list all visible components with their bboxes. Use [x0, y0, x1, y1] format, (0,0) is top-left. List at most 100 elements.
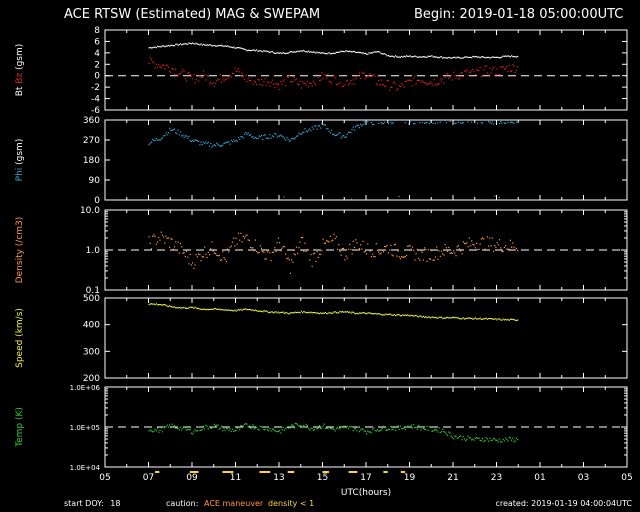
mag-bt-point: [202, 43, 205, 45]
mag-bt-point: [287, 52, 289, 54]
speed-speed-point: [165, 304, 167, 306]
density-density-point: [437, 258, 439, 260]
phi-phi-point: [258, 135, 260, 137]
speed-speed-point: [373, 313, 375, 315]
xtick-label: 09: [186, 473, 198, 483]
speed-speed-point: [488, 318, 490, 320]
density-ytick-label: 1.0: [86, 246, 101, 256]
temp-temp-point: [244, 423, 246, 425]
phi-phi-point: [186, 135, 188, 137]
temp-temp-point: [294, 422, 296, 425]
mag-bz-point: [310, 82, 312, 85]
temp-temp-point: [199, 429, 201, 432]
temp-temp-point: [177, 427, 179, 430]
phi-phi-point: [291, 138, 293, 140]
density-density-point: [315, 260, 317, 263]
mag-bz-point: [245, 74, 247, 77]
mag-bz-point: [300, 87, 302, 89]
phi-phi-point: [194, 139, 196, 141]
phi-phi-point: [224, 142, 226, 144]
temp-temp-point: [161, 431, 163, 433]
phi-phi-point: [335, 134, 337, 136]
density-density-point: [355, 239, 357, 241]
speed-speed-point: [179, 307, 182, 309]
phi-phi-point: [213, 144, 215, 146]
speed-speed-point: [455, 316, 457, 318]
temp-temp-point: [503, 440, 505, 442]
density-density-point: [171, 238, 173, 241]
speed-speed-point: [425, 316, 427, 318]
mag-bz-point: [450, 75, 452, 77]
density-density-point: [500, 247, 502, 249]
speed-speed-point: [327, 313, 329, 315]
mag-bz-point: [357, 75, 359, 77]
speed-speed-point: [374, 312, 376, 315]
speed-speed-point: [413, 315, 415, 317]
density-density-point: [158, 236, 160, 239]
phi-phi-point: [340, 137, 342, 139]
temp-temp-point: [363, 430, 365, 432]
phi-phi-point: [346, 133, 348, 135]
speed-speed-point: [204, 308, 206, 310]
speed-speed-point: [332, 312, 334, 314]
speed-speed-point: [367, 312, 369, 314]
temp-temp-point: [225, 427, 227, 429]
temp-temp-point: [440, 430, 443, 433]
mag-bt-point: [444, 57, 446, 59]
mag-bz-point: [251, 76, 253, 78]
speed-speed-point: [317, 312, 319, 314]
density-density-point: [193, 267, 195, 269]
mag-bt-point: [461, 57, 463, 59]
speed-speed-point: [416, 315, 418, 317]
speed-speed-point: [149, 303, 151, 305]
mag-bz-point: [189, 74, 191, 76]
speed-speed-point: [303, 311, 305, 313]
speed-speed-point: [350, 312, 352, 314]
mag-bt-point: [395, 55, 397, 57]
mag-ylabel: Bt Bz (gsm): [15, 44, 25, 97]
mag-bz-point: [252, 83, 254, 86]
speed-speed-point: [433, 317, 435, 319]
mag-bz-point: [271, 79, 273, 81]
temp-temp-point: [390, 426, 392, 428]
density-density-point: [360, 244, 362, 246]
speed-speed-point: [345, 311, 347, 313]
speed-speed-point: [484, 318, 486, 320]
density-density-point: [364, 250, 366, 252]
mag-bt-point: [163, 45, 165, 47]
speed-speed-point: [465, 318, 467, 320]
speed-speed-point: [376, 313, 379, 315]
mag-bt-point: [500, 57, 502, 59]
temp-temp-point: [312, 429, 314, 432]
speed-speed-point: [219, 309, 221, 311]
speed-speed-point: [331, 312, 333, 314]
density-density-point: [468, 237, 470, 239]
speed-speed-point: [228, 309, 230, 311]
phi-phi-point: [361, 125, 363, 127]
phi-phi-point: [303, 131, 305, 133]
mag-bt-point: [194, 43, 196, 45]
mag-bz-point: [188, 71, 190, 74]
mag-bt-point: [433, 56, 435, 58]
temp-temp-point: [489, 437, 491, 439]
mag-bz-point: [173, 73, 176, 75]
temp-temp-point: [462, 436, 464, 438]
density-density-point: [335, 236, 337, 238]
speed-speed-point: [193, 307, 195, 309]
density-density-point: [236, 243, 238, 245]
temp-temp-point: [358, 431, 360, 433]
speed-speed-point: [460, 318, 462, 320]
speed-speed-point: [253, 310, 255, 312]
mag-bt-point: [498, 57, 501, 59]
mag-bt-point: [512, 55, 514, 58]
mag-bz-point: [280, 80, 282, 83]
speed-speed-point: [291, 312, 293, 314]
temp-temp-point: [329, 427, 331, 429]
phi-phi-point: [491, 121, 493, 123]
mag-bt-point: [469, 56, 472, 58]
temp-temp-point: [393, 427, 395, 429]
mag-bt-point: [246, 50, 248, 52]
mag-bz-point: [503, 68, 505, 70]
mag-bt-point: [427, 55, 429, 57]
density-density-point: [155, 243, 157, 245]
